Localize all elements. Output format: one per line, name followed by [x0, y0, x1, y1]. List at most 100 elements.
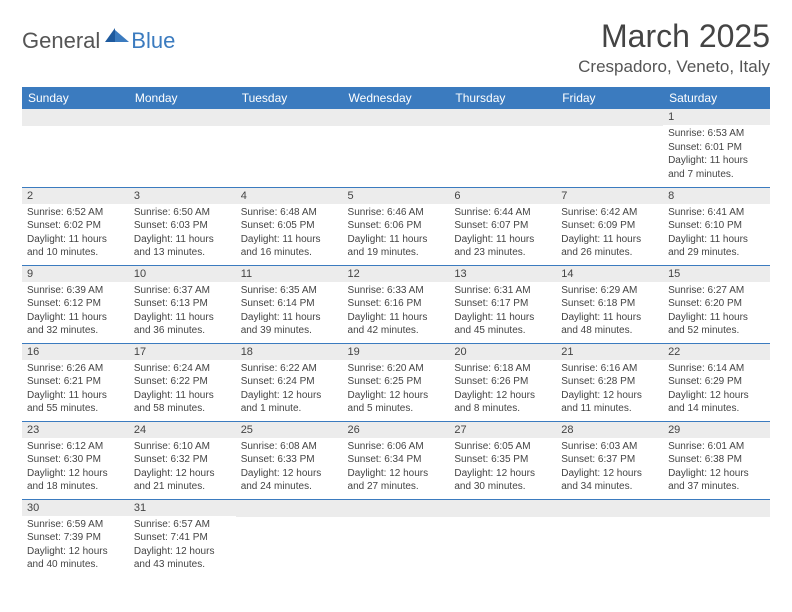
weekday-header-row: Sunday Monday Tuesday Wednesday Thursday… [22, 87, 770, 109]
sunset-line: Sunset: 6:37 PM [561, 453, 658, 467]
day-body: Sunrise: 6:20 AMSunset: 6:25 PMDaylight:… [343, 360, 450, 420]
day-body: Sunrise: 6:06 AMSunset: 6:34 PMDaylight:… [343, 438, 450, 498]
day-number-empty [22, 109, 129, 126]
day-body: Sunrise: 6:24 AMSunset: 6:22 PMDaylight:… [129, 360, 236, 420]
day-number: 31 [129, 500, 236, 516]
day-body: Sunrise: 6:48 AMSunset: 6:05 PMDaylight:… [236, 204, 343, 264]
day-body-empty [22, 126, 129, 182]
sunrise-line: Sunrise: 6:41 AM [668, 206, 765, 220]
day-body-empty [663, 517, 770, 573]
day-body-empty [556, 126, 663, 182]
day-number: 17 [129, 344, 236, 360]
day-body: Sunrise: 6:05 AMSunset: 6:35 PMDaylight:… [449, 438, 556, 498]
sunset-line: Sunset: 6:24 PM [241, 375, 338, 389]
calendar-cell: 17Sunrise: 6:24 AMSunset: 6:22 PMDayligh… [129, 343, 236, 421]
daylight-line: Daylight: 11 hours and 45 minutes. [454, 311, 551, 338]
calendar-cell: 23Sunrise: 6:12 AMSunset: 6:30 PMDayligh… [22, 421, 129, 499]
day-number-empty [129, 109, 236, 126]
daylight-line: Daylight: 11 hours and 32 minutes. [27, 311, 124, 338]
day-body: Sunrise: 6:52 AMSunset: 6:02 PMDaylight:… [22, 204, 129, 264]
weekday-tuesday: Tuesday [236, 87, 343, 109]
calendar-cell: 30Sunrise: 6:59 AMSunset: 7:39 PMDayligh… [22, 499, 129, 577]
day-body: Sunrise: 6:26 AMSunset: 6:21 PMDaylight:… [22, 360, 129, 420]
day-body: Sunrise: 6:42 AMSunset: 6:09 PMDaylight:… [556, 204, 663, 264]
day-number: 27 [449, 422, 556, 438]
day-body: Sunrise: 6:12 AMSunset: 6:30 PMDaylight:… [22, 438, 129, 498]
daylight-line: Daylight: 12 hours and 30 minutes. [454, 467, 551, 494]
calendar-cell: 21Sunrise: 6:16 AMSunset: 6:28 PMDayligh… [556, 343, 663, 421]
day-number: 19 [343, 344, 450, 360]
day-number: 15 [663, 266, 770, 282]
sunrise-line: Sunrise: 6:35 AM [241, 284, 338, 298]
page-header: General Blue March 2025 Crespadoro, Vene… [22, 18, 770, 77]
sunrise-line: Sunrise: 6:14 AM [668, 362, 765, 376]
day-number: 2 [22, 188, 129, 204]
calendar-cell [236, 109, 343, 187]
calendar-cell: 29Sunrise: 6:01 AMSunset: 6:38 PMDayligh… [663, 421, 770, 499]
title-block: March 2025 Crespadoro, Veneto, Italy [578, 18, 770, 77]
sunrise-line: Sunrise: 6:26 AM [27, 362, 124, 376]
sunrise-line: Sunrise: 6:48 AM [241, 206, 338, 220]
sunset-line: Sunset: 6:30 PM [27, 453, 124, 467]
sunset-line: Sunset: 6:25 PM [348, 375, 445, 389]
day-body: Sunrise: 6:41 AMSunset: 6:10 PMDaylight:… [663, 204, 770, 264]
day-number: 22 [663, 344, 770, 360]
daylight-line: Daylight: 12 hours and 24 minutes. [241, 467, 338, 494]
sunrise-line: Sunrise: 6:29 AM [561, 284, 658, 298]
day-number: 8 [663, 188, 770, 204]
calendar-cell: 18Sunrise: 6:22 AMSunset: 6:24 PMDayligh… [236, 343, 343, 421]
sunset-line: Sunset: 6:01 PM [668, 141, 765, 155]
daylight-line: Daylight: 11 hours and 58 minutes. [134, 389, 231, 416]
calendar-cell [343, 109, 450, 187]
day-number-empty [449, 109, 556, 126]
day-number: 28 [556, 422, 663, 438]
sunrise-line: Sunrise: 6:01 AM [668, 440, 765, 454]
calendar-cell: 27Sunrise: 6:05 AMSunset: 6:35 PMDayligh… [449, 421, 556, 499]
calendar-cell [556, 499, 663, 577]
day-body-empty [343, 517, 450, 573]
daylight-line: Daylight: 12 hours and 1 minute. [241, 389, 338, 416]
sunset-line: Sunset: 6:09 PM [561, 219, 658, 233]
sunset-line: Sunset: 6:28 PM [561, 375, 658, 389]
sunrise-line: Sunrise: 6:42 AM [561, 206, 658, 220]
day-body-empty [236, 126, 343, 182]
day-number: 29 [663, 422, 770, 438]
daylight-line: Daylight: 12 hours and 37 minutes. [668, 467, 765, 494]
calendar-cell: 28Sunrise: 6:03 AMSunset: 6:37 PMDayligh… [556, 421, 663, 499]
calendar-cell: 10Sunrise: 6:37 AMSunset: 6:13 PMDayligh… [129, 265, 236, 343]
calendar-cell: 14Sunrise: 6:29 AMSunset: 6:18 PMDayligh… [556, 265, 663, 343]
sunrise-line: Sunrise: 6:18 AM [454, 362, 551, 376]
daylight-line: Daylight: 12 hours and 5 minutes. [348, 389, 445, 416]
day-number: 23 [22, 422, 129, 438]
calendar-cell: 11Sunrise: 6:35 AMSunset: 6:14 PMDayligh… [236, 265, 343, 343]
sunrise-line: Sunrise: 6:06 AM [348, 440, 445, 454]
sunset-line: Sunset: 6:18 PM [561, 297, 658, 311]
day-body: Sunrise: 6:14 AMSunset: 6:29 PMDaylight:… [663, 360, 770, 420]
day-body: Sunrise: 6:53 AMSunset: 6:01 PMDaylight:… [663, 125, 770, 185]
day-number: 11 [236, 266, 343, 282]
calendar-cell: 3Sunrise: 6:50 AMSunset: 6:03 PMDaylight… [129, 187, 236, 265]
daylight-line: Daylight: 11 hours and 23 minutes. [454, 233, 551, 260]
logo-flag-icon [105, 26, 129, 49]
day-body: Sunrise: 6:46 AMSunset: 6:06 PMDaylight:… [343, 204, 450, 264]
daylight-line: Daylight: 11 hours and 36 minutes. [134, 311, 231, 338]
day-number: 1 [663, 109, 770, 125]
day-number: 20 [449, 344, 556, 360]
day-number-empty [236, 500, 343, 517]
calendar-cell: 26Sunrise: 6:06 AMSunset: 6:34 PMDayligh… [343, 421, 450, 499]
calendar-week-row: 1Sunrise: 6:53 AMSunset: 6:01 PMDaylight… [22, 109, 770, 187]
day-number: 10 [129, 266, 236, 282]
weekday-monday: Monday [129, 87, 236, 109]
calendar-cell: 12Sunrise: 6:33 AMSunset: 6:16 PMDayligh… [343, 265, 450, 343]
daylight-line: Daylight: 12 hours and 21 minutes. [134, 467, 231, 494]
calendar-cell: 7Sunrise: 6:42 AMSunset: 6:09 PMDaylight… [556, 187, 663, 265]
sunrise-line: Sunrise: 6:22 AM [241, 362, 338, 376]
day-body: Sunrise: 6:35 AMSunset: 6:14 PMDaylight:… [236, 282, 343, 342]
daylight-line: Daylight: 12 hours and 14 minutes. [668, 389, 765, 416]
sunset-line: Sunset: 7:41 PM [134, 531, 231, 545]
day-body: Sunrise: 6:10 AMSunset: 6:32 PMDaylight:… [129, 438, 236, 498]
day-number-empty [343, 500, 450, 517]
sunrise-line: Sunrise: 6:46 AM [348, 206, 445, 220]
daylight-line: Daylight: 11 hours and 7 minutes. [668, 154, 765, 181]
sunrise-line: Sunrise: 6:52 AM [27, 206, 124, 220]
